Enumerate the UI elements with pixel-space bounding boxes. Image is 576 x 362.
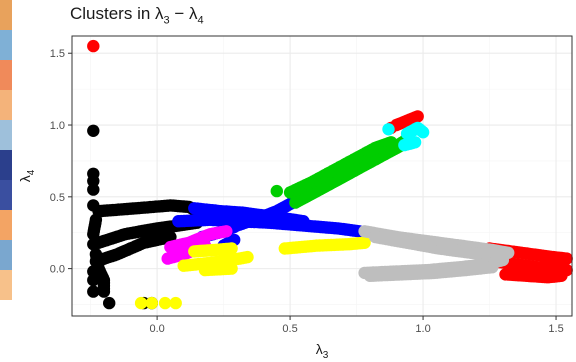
black-cluster-point — [87, 285, 100, 298]
cyan-cluster-point — [416, 126, 430, 139]
chart-title: Clusters in λ3 − λ4 — [70, 4, 204, 26]
yellow-cluster-point — [241, 250, 254, 264]
y-axis-label-subscript: 4 — [26, 169, 37, 175]
black-cluster-point — [87, 199, 100, 212]
x-axis-label-symbol: λ — [316, 341, 323, 357]
black-cluster-point — [89, 213, 103, 226]
chart-title-main: Clusters in λ — [70, 4, 164, 23]
red-cluster-point — [555, 269, 568, 282]
x-axis-label-subscript: 3 — [323, 350, 329, 361]
red-cluster-point — [411, 110, 424, 123]
gray-cluster-point — [486, 261, 499, 274]
x-tick-label: 1.5 — [548, 323, 563, 335]
yellow-cluster-point — [158, 296, 172, 310]
gray-cluster-point — [496, 253, 510, 267]
black-cluster-point — [87, 124, 100, 137]
yellow-cluster-point — [225, 262, 238, 275]
y-tick-label: 1.0 — [50, 120, 65, 132]
x-tick-label: 0.0 — [149, 323, 164, 335]
black-cluster-point — [87, 238, 100, 251]
data-points — [87, 39, 573, 310]
yellow-cluster-point — [145, 296, 158, 310]
axes: 0.0 0.5 1.0 1.5 0.0 0.5 1.0 1.5 — [50, 48, 564, 335]
x-tick-label: 0.5 — [282, 323, 297, 335]
x-tick-label: 1.0 — [415, 323, 430, 335]
black-cluster-point — [87, 273, 100, 287]
black-cluster-point — [103, 296, 116, 310]
y-axis-label: λ4 — [17, 169, 37, 182]
black-cluster-point — [87, 265, 100, 278]
chart-title-dash: − λ — [169, 4, 198, 23]
y-tick-label: 1.5 — [50, 48, 65, 60]
cyan-cluster-point — [382, 123, 395, 136]
green-cluster-point — [270, 184, 283, 198]
yellow-cluster-point — [169, 296, 182, 310]
y-tick-label: 0.0 — [50, 264, 65, 276]
panel-border — [71, 35, 573, 317]
black-cluster-point — [87, 183, 100, 196]
cyan-cluster-point — [408, 136, 422, 149]
black-cluster-point — [97, 285, 111, 298]
chart-title-subscript-a: 3 — [163, 14, 170, 27]
magenta-cluster-point — [220, 225, 233, 238]
yellow-cluster-point — [358, 236, 371, 249]
cropped-neighbor-panel — [0, 0, 12, 300]
yellow-cluster-point — [225, 242, 238, 255]
chart-title-subscript-b: 4 — [197, 14, 204, 27]
x-axis-label: λ3 — [316, 341, 329, 361]
y-axis-label-symbol: λ — [17, 175, 33, 182]
black-cluster-point — [87, 174, 100, 188]
red-cluster-point — [87, 39, 100, 53]
y-tick-label: 0.5 — [50, 192, 65, 204]
yellow-cluster-point — [134, 296, 148, 310]
red-cluster-point — [560, 252, 573, 265]
green-cluster-point — [384, 136, 398, 149]
